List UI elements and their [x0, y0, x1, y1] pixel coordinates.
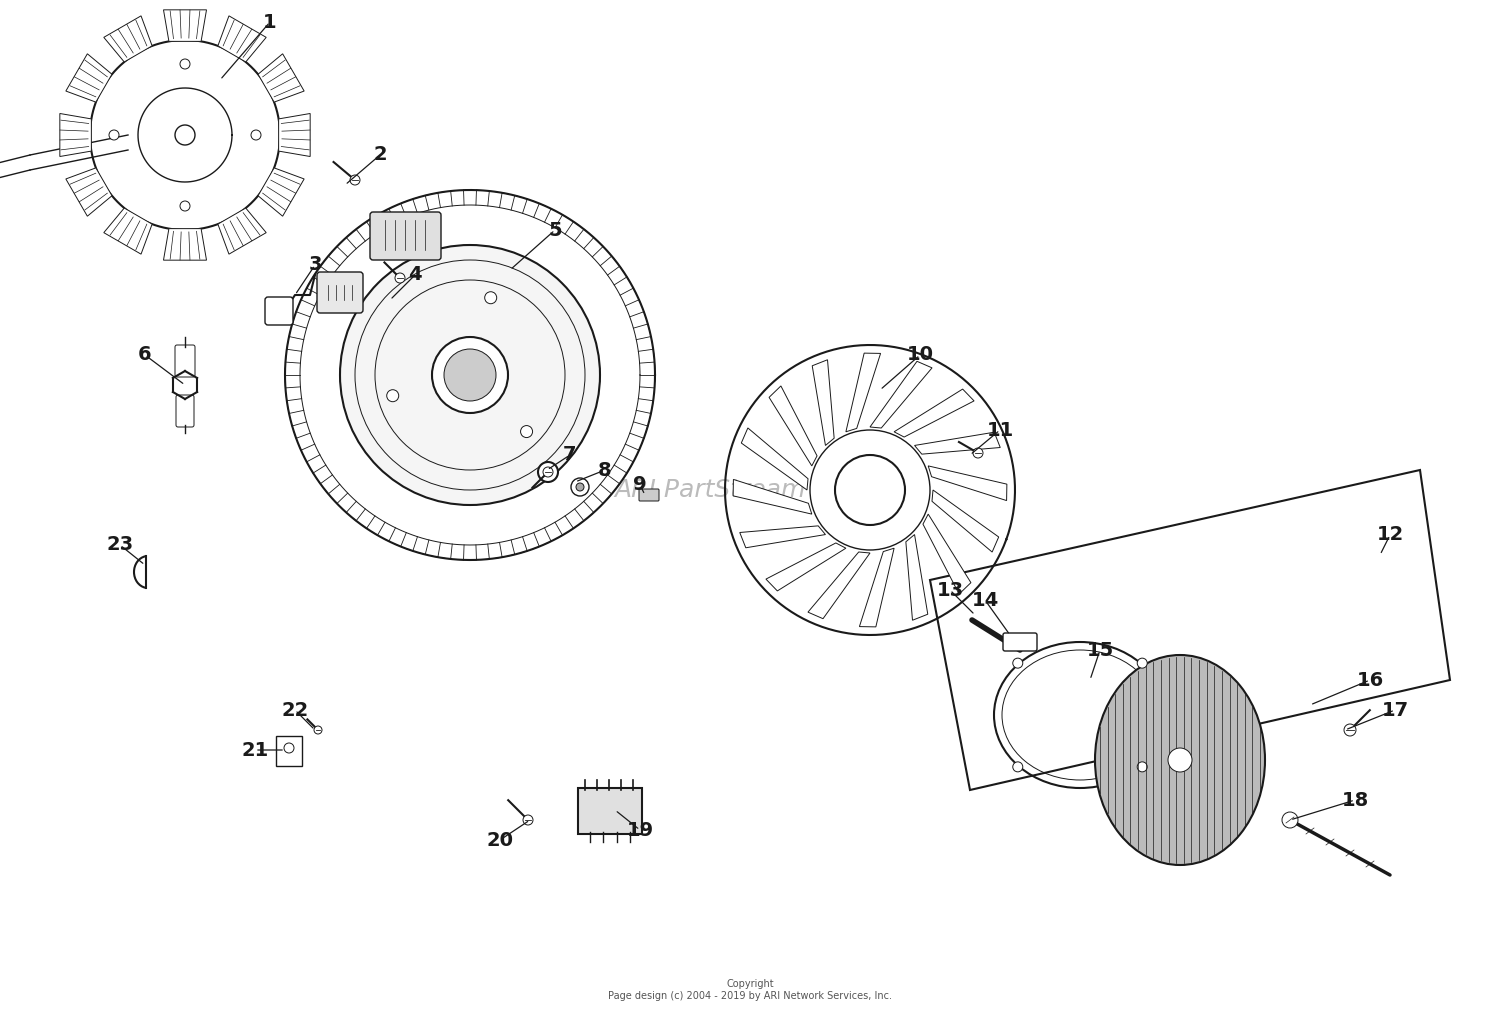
Circle shape [1168, 748, 1192, 772]
Circle shape [432, 337, 508, 413]
Text: 1: 1 [262, 12, 278, 31]
Polygon shape [66, 168, 112, 216]
Circle shape [572, 478, 590, 496]
Polygon shape [770, 386, 818, 466]
Circle shape [576, 483, 584, 491]
Text: 15: 15 [1086, 640, 1113, 659]
Text: 23: 23 [106, 535, 134, 555]
Polygon shape [258, 168, 305, 216]
Circle shape [176, 125, 195, 145]
Text: 17: 17 [1382, 700, 1408, 720]
FancyBboxPatch shape [370, 212, 441, 260]
Polygon shape [217, 208, 266, 254]
Polygon shape [279, 114, 310, 157]
Text: 19: 19 [627, 820, 654, 840]
Circle shape [314, 726, 322, 734]
Text: 21: 21 [242, 741, 268, 759]
Text: 16: 16 [1356, 670, 1383, 689]
Polygon shape [894, 389, 974, 437]
Circle shape [180, 201, 190, 211]
Circle shape [1282, 812, 1298, 828]
Circle shape [1344, 724, 1356, 735]
Circle shape [1137, 762, 1148, 772]
Polygon shape [846, 353, 880, 432]
FancyBboxPatch shape [176, 345, 195, 377]
Circle shape [1137, 658, 1148, 668]
Text: 7: 7 [564, 445, 576, 465]
Polygon shape [906, 534, 928, 620]
Circle shape [484, 291, 496, 304]
Circle shape [836, 455, 904, 525]
FancyBboxPatch shape [176, 395, 194, 427]
Polygon shape [915, 432, 1001, 455]
Polygon shape [164, 10, 207, 41]
Text: 5: 5 [548, 220, 562, 240]
FancyBboxPatch shape [316, 272, 363, 313]
FancyBboxPatch shape [578, 788, 642, 834]
Polygon shape [104, 208, 152, 254]
Polygon shape [922, 514, 970, 594]
Text: 10: 10 [906, 345, 933, 365]
Circle shape [524, 815, 532, 825]
Polygon shape [766, 543, 846, 591]
Circle shape [180, 59, 190, 69]
Polygon shape [812, 359, 834, 445]
Polygon shape [734, 479, 812, 514]
Text: 6: 6 [138, 345, 152, 365]
Circle shape [444, 349, 497, 401]
Circle shape [1013, 658, 1023, 668]
FancyBboxPatch shape [1004, 633, 1036, 651]
Text: 20: 20 [486, 831, 513, 849]
Polygon shape [60, 114, 92, 157]
Circle shape [251, 130, 261, 140]
Text: ARI PartStream: ARI PartStream [615, 478, 806, 502]
Polygon shape [741, 428, 808, 490]
Polygon shape [258, 54, 305, 102]
Circle shape [340, 245, 600, 505]
Text: 13: 13 [936, 581, 963, 599]
Polygon shape [66, 54, 112, 102]
Circle shape [974, 448, 982, 458]
Circle shape [538, 462, 558, 482]
FancyBboxPatch shape [639, 489, 658, 501]
Text: 12: 12 [1377, 526, 1404, 544]
Polygon shape [217, 15, 266, 62]
Text: 11: 11 [987, 420, 1014, 439]
Circle shape [520, 426, 532, 438]
Text: 2: 2 [374, 146, 387, 164]
Text: 22: 22 [282, 700, 309, 720]
Polygon shape [870, 362, 932, 428]
Polygon shape [932, 490, 999, 552]
Circle shape [543, 467, 554, 477]
Polygon shape [740, 526, 825, 547]
Polygon shape [859, 549, 894, 627]
Polygon shape [928, 466, 1007, 501]
Text: Copyright
Page design (c) 2004 - 2019 by ARI Network Services, Inc.: Copyright Page design (c) 2004 - 2019 by… [608, 979, 892, 1001]
FancyBboxPatch shape [266, 298, 292, 325]
Text: 14: 14 [972, 591, 999, 609]
FancyBboxPatch shape [276, 735, 302, 766]
Circle shape [394, 273, 405, 283]
Circle shape [350, 175, 360, 185]
Ellipse shape [1095, 655, 1264, 865]
Text: 4: 4 [408, 265, 422, 284]
Circle shape [284, 743, 294, 753]
Text: 3: 3 [309, 255, 321, 275]
Polygon shape [104, 15, 152, 62]
Circle shape [387, 389, 399, 402]
Circle shape [1013, 762, 1023, 772]
Text: 9: 9 [633, 475, 646, 495]
Text: 8: 8 [598, 461, 612, 479]
Polygon shape [930, 470, 1450, 790]
Text: 18: 18 [1341, 790, 1368, 810]
Polygon shape [164, 228, 207, 260]
Circle shape [110, 130, 118, 140]
Polygon shape [808, 552, 870, 619]
Circle shape [810, 430, 930, 550]
